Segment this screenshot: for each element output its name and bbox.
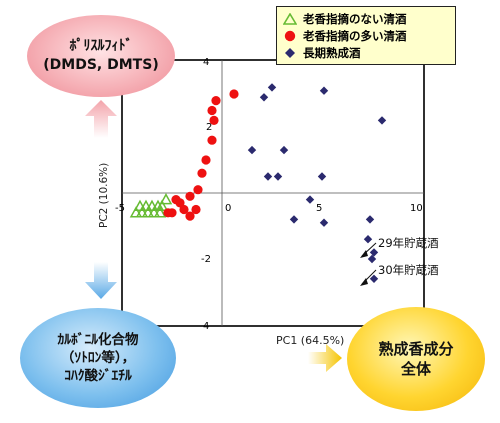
data-point-series-1 xyxy=(209,115,219,125)
data-point-series-0 xyxy=(147,206,161,218)
data-point-series-2 xyxy=(319,218,329,227)
legend-label: 老香指摘の多い清酒 xyxy=(303,28,407,43)
legend-entry: 長期熟成酒 xyxy=(281,44,451,61)
data-point-series-1 xyxy=(207,105,217,116)
data-point-series-1 xyxy=(207,135,217,145)
data-point-series-1 xyxy=(193,185,203,195)
data-point-series-2 xyxy=(363,235,373,244)
diethyl-succinate-label: ｺﾊｸ酸ｼﾞｴﾁﾙ xyxy=(64,368,132,385)
yellow-right-arrow xyxy=(308,344,342,372)
data-point-series-2 xyxy=(305,195,315,204)
carbonyl-label: ｶﾙﾎﾞﾆﾙ化合物 xyxy=(57,331,139,348)
data-point-series-0 xyxy=(141,206,155,218)
triangle-open-icon xyxy=(281,12,299,25)
annotation-arrowhead-30 xyxy=(360,278,368,286)
data-point-series-2 xyxy=(369,248,379,257)
data-point-series-1 xyxy=(179,204,189,215)
data-point-series-2 xyxy=(369,274,379,283)
data-point-series-2 xyxy=(319,86,329,95)
data-point-series-2 xyxy=(377,116,387,125)
annotation-30-year: 30年貯蔵酒 xyxy=(378,263,439,277)
y-axis-title: PC2 (10.6%) xyxy=(98,163,110,228)
data-point-series-2 xyxy=(289,215,299,224)
data-point-series-0 xyxy=(135,206,149,218)
data-point-series-0 xyxy=(159,193,173,205)
data-point-series-0 xyxy=(145,199,159,211)
diamond-icon xyxy=(281,47,299,59)
pink-up-arrow xyxy=(85,100,117,138)
carbonyl-ellipse: ｶﾙﾎﾞﾆﾙ化合物 （ｿﾄﾛﾝ等）， ｺﾊｸ酸ｼﾞｴﾁﾙ xyxy=(20,308,176,408)
x-tick-label: -5 xyxy=(115,203,125,214)
data-point-series-1 xyxy=(163,208,173,218)
data-point-series-1 xyxy=(175,198,185,208)
data-point-series-2 xyxy=(317,172,327,181)
data-point-series-0 xyxy=(133,199,147,211)
y-tick-label: 2 xyxy=(206,122,212,133)
data-point-series-2 xyxy=(247,145,257,155)
data-points-layer xyxy=(129,83,387,283)
legend-label: 老香指摘のない清酒 xyxy=(303,11,407,26)
data-point-series-2 xyxy=(365,215,375,224)
data-point-series-2 xyxy=(273,172,283,181)
y-tick-label: -2 xyxy=(201,254,211,265)
annotation-arrowhead-29 xyxy=(360,250,368,258)
legend: 老香指摘のない清酒 老香指摘の多い清酒 長期熟成酒 xyxy=(276,6,456,65)
y-tick-label: 4 xyxy=(203,321,209,332)
whole-label: 全体 xyxy=(400,360,431,378)
data-point-series-0 xyxy=(129,206,143,218)
x-tick-label: 0 xyxy=(225,203,231,214)
aging-aroma-label: 熟成香成分 xyxy=(378,339,454,358)
data-point-series-1 xyxy=(185,211,195,221)
legend-entry: 老香指摘の多い清酒 xyxy=(281,27,451,44)
data-point-series-1 xyxy=(229,89,239,99)
blue-down-arrow xyxy=(85,262,117,299)
aging-aroma-ellipse: 熟成香成分 全体 xyxy=(347,307,485,411)
x-tick-label: 10 xyxy=(410,203,423,214)
polysulfide-ellipse: ﾎﾟﾘｽﾙﾌｨﾄﾞ (DMDS, DMTS) xyxy=(27,15,175,97)
sotolon-label: （ｿﾄﾛﾝ等）， xyxy=(60,349,136,366)
data-point-series-0 xyxy=(155,199,169,211)
data-point-series-2 xyxy=(259,93,269,102)
data-point-series-1 xyxy=(185,191,195,201)
data-point-series-2 xyxy=(267,83,277,92)
data-point-series-0 xyxy=(153,206,167,218)
data-point-series-1 xyxy=(201,155,211,165)
x-tick-label: 5 xyxy=(316,203,322,214)
polysulfide-label: ﾎﾟﾘｽﾙﾌｨﾄﾞ xyxy=(69,38,133,55)
dmds-dmts-label: (DMDS, DMTS) xyxy=(43,57,159,73)
annotation-29-year: 29年貯蔵酒 xyxy=(378,236,439,250)
data-point-series-2 xyxy=(367,254,377,264)
red-circle-icon xyxy=(281,30,299,42)
y-tick-label: 4 xyxy=(203,57,209,68)
data-point-series-1 xyxy=(211,96,221,106)
data-point-series-1 xyxy=(197,168,207,178)
data-point-series-2 xyxy=(263,172,273,181)
legend-label: 長期熟成酒 xyxy=(303,45,361,60)
data-point-series-0 xyxy=(139,199,153,211)
data-point-series-2 xyxy=(279,145,289,155)
legend-entry: 老香指摘のない清酒 xyxy=(281,10,451,27)
x-axis-title: PC1 (64.5%) xyxy=(276,334,344,347)
data-point-series-1 xyxy=(191,204,201,215)
